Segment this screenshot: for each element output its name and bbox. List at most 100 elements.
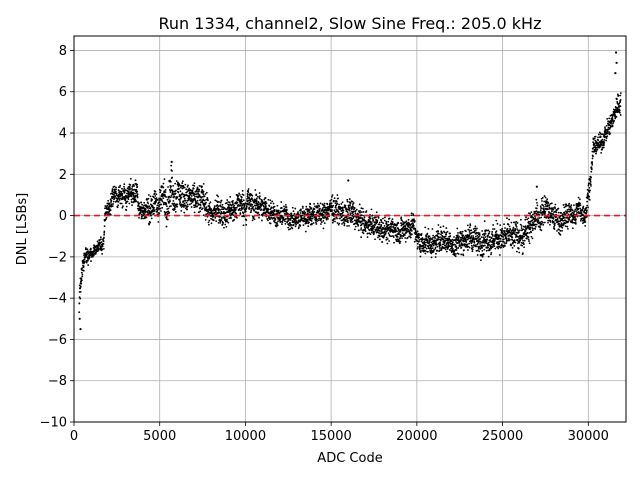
data-point — [491, 246, 494, 249]
data-point — [371, 214, 374, 217]
data-point — [444, 248, 447, 251]
data-point — [611, 116, 614, 119]
data-point — [603, 141, 606, 144]
data-point — [247, 203, 250, 206]
y-tick-label: −4 — [48, 292, 67, 307]
data-point — [522, 243, 525, 245]
data-point — [195, 201, 198, 204]
data-point — [272, 213, 275, 216]
data-point — [170, 185, 172, 188]
data-point — [457, 247, 460, 249]
data-point — [215, 211, 217, 213]
data-point — [175, 189, 177, 192]
data-point — [158, 201, 161, 204]
data-point — [516, 222, 519, 224]
data-point — [198, 193, 201, 196]
data-point — [535, 198, 538, 201]
data-point — [518, 241, 521, 244]
data-point — [503, 242, 506, 244]
data-point — [108, 202, 111, 205]
data-point — [174, 208, 176, 211]
data-point — [417, 232, 420, 235]
x-tick-label: 0 — [70, 429, 78, 444]
data-point — [414, 238, 417, 241]
data-point — [577, 196, 580, 199]
data-point — [369, 233, 372, 236]
data-point — [591, 157, 594, 160]
data-point — [100, 238, 102, 241]
data-point — [500, 246, 502, 249]
data-point — [230, 217, 232, 220]
data-point — [385, 238, 388, 241]
data-point — [220, 210, 223, 213]
data-point — [251, 203, 254, 206]
data-point — [266, 218, 269, 220]
data-point — [221, 216, 223, 219]
data-point — [299, 220, 301, 223]
data-point — [251, 194, 254, 197]
data-point — [328, 207, 331, 210]
data-point — [482, 241, 485, 244]
data-point — [165, 202, 168, 205]
data-point — [179, 201, 182, 204]
data-point — [264, 200, 267, 203]
data-point — [263, 207, 266, 210]
data-point — [483, 220, 486, 223]
data-point — [258, 216, 260, 219]
data-point — [232, 203, 235, 206]
data-point — [242, 199, 245, 202]
data-point — [289, 227, 292, 230]
data-point — [87, 264, 90, 266]
data-point — [426, 241, 429, 243]
data-point — [397, 222, 400, 225]
data-point — [80, 271, 83, 274]
data-point — [323, 204, 326, 207]
data-point — [239, 204, 242, 207]
data-point — [565, 203, 568, 206]
data-point — [360, 227, 363, 230]
data-point — [511, 233, 514, 236]
data-point — [331, 194, 334, 197]
data-point — [281, 221, 284, 223]
data-point — [545, 200, 548, 203]
data-point — [525, 237, 528, 240]
data-point — [597, 133, 600, 136]
data-point — [147, 202, 150, 205]
data-point — [460, 238, 463, 241]
data-point — [377, 236, 379, 239]
data-point — [125, 205, 128, 208]
data-point — [332, 220, 335, 222]
data-point — [480, 259, 482, 262]
data-point — [103, 230, 106, 233]
data-point — [362, 222, 365, 225]
data-point — [393, 241, 395, 244]
data-point — [283, 205, 285, 208]
data-point — [563, 211, 566, 214]
data-point — [160, 210, 162, 212]
data-point — [194, 195, 196, 198]
data-point — [433, 249, 435, 251]
data-point — [171, 170, 173, 172]
data-point — [429, 237, 432, 240]
data-point — [561, 229, 563, 232]
data-point — [210, 208, 213, 210]
data-point — [187, 184, 189, 187]
data-point — [202, 192, 204, 195]
data-point — [222, 206, 224, 209]
data-point — [276, 212, 279, 215]
data-point — [276, 224, 279, 227]
data-point — [499, 228, 502, 231]
data-point — [218, 211, 221, 214]
data-point — [125, 209, 128, 212]
data-point — [279, 218, 282, 221]
data-point — [247, 188, 250, 190]
data-point — [462, 234, 465, 237]
data-point — [155, 200, 157, 203]
data-point — [559, 233, 562, 236]
data-point — [203, 199, 206, 202]
data-point — [495, 233, 498, 236]
data-point — [212, 219, 215, 222]
data-point — [431, 228, 434, 230]
data-point — [449, 235, 452, 237]
data-point — [186, 185, 189, 188]
